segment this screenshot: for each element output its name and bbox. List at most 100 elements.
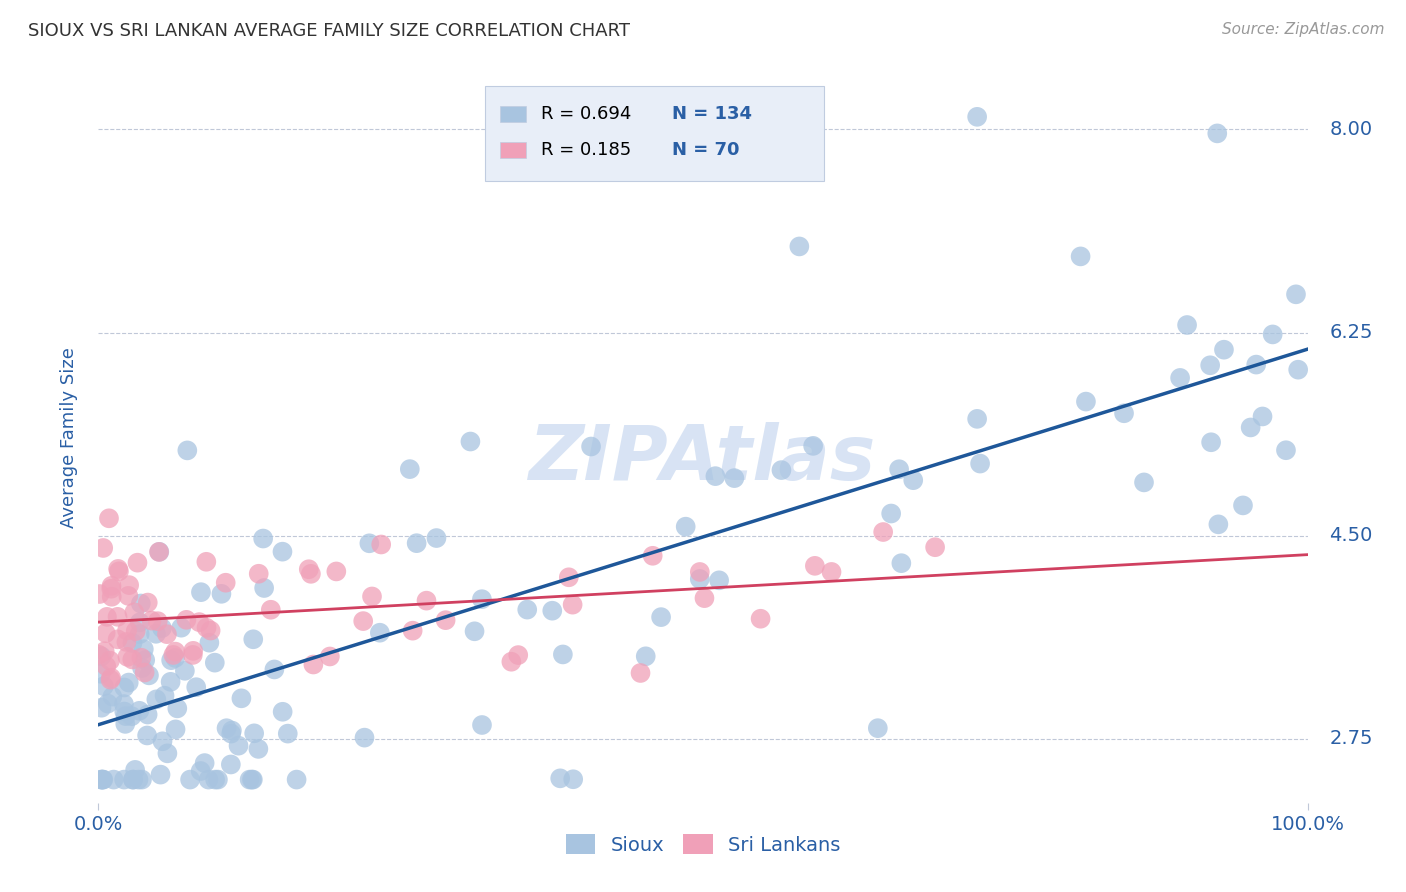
Y-axis label: Average Family Size: Average Family Size (59, 347, 77, 527)
Point (770, 463, 793, 477)
Point (890, 556, 912, 570)
Point (240, 772, 263, 787)
Point (368, 625, 391, 640)
Point (471, 718, 494, 732)
Text: R = 0.185: R = 0.185 (541, 141, 631, 160)
Point (723, 471, 745, 485)
Point (190, 585, 212, 599)
Point (131, 650, 153, 665)
Point (153, 689, 176, 703)
Point (541, 604, 564, 618)
Point (215, 721, 238, 735)
Point (118, 675, 141, 690)
Point (118, 578, 141, 592)
Point (398, 462, 420, 476)
Point (91, 541, 114, 555)
Point (299, 566, 322, 581)
Point (231, 691, 253, 706)
Point (471, 592, 494, 607)
Point (112, 697, 135, 711)
Point (219, 757, 242, 772)
Point (121, 652, 143, 666)
Point (148, 545, 170, 559)
Point (195, 555, 218, 569)
Point (121, 709, 143, 723)
Point (1275, 443, 1298, 458)
Text: 8.00: 8.00 (1329, 120, 1372, 139)
Point (108, 565, 131, 579)
Point (247, 742, 270, 756)
Text: Source: ZipAtlas.com: Source: ZipAtlas.com (1222, 22, 1385, 37)
Point (634, 649, 657, 664)
Point (195, 621, 218, 635)
Point (112, 681, 135, 695)
Point (1074, 394, 1097, 409)
Point (112, 772, 135, 787)
Point (252, 532, 274, 546)
Point (298, 562, 321, 576)
Point (402, 624, 425, 638)
Point (115, 635, 138, 649)
Point (107, 609, 129, 624)
Point (271, 705, 294, 719)
Point (1251, 409, 1274, 424)
Point (353, 731, 375, 745)
Point (124, 763, 146, 777)
Point (125, 624, 148, 639)
Point (966, 412, 988, 426)
Point (136, 729, 159, 743)
Point (1112, 406, 1135, 420)
Point (114, 717, 136, 731)
Point (181, 648, 204, 662)
Point (263, 662, 285, 676)
Point (165, 651, 187, 665)
Point (136, 596, 159, 610)
Text: N = 134: N = 134 (672, 104, 752, 123)
Point (107, 562, 129, 576)
Point (114, 709, 136, 723)
Point (880, 507, 903, 521)
Point (134, 653, 156, 667)
Point (100, 582, 122, 596)
Point (689, 565, 711, 579)
FancyBboxPatch shape (485, 86, 824, 181)
Point (93, 679, 115, 693)
Point (579, 440, 602, 454)
Point (243, 726, 266, 740)
Point (1070, 249, 1092, 263)
Point (200, 624, 222, 638)
Text: SIOUX VS SRI LANKAN AVERAGE FAMILY SIZE CORRELATION CHART: SIOUX VS SRI LANKAN AVERAGE FAMILY SIZE … (28, 22, 630, 40)
Point (98, 654, 121, 668)
Point (352, 614, 374, 628)
Point (1208, 517, 1230, 532)
Point (562, 772, 585, 787)
Point (415, 593, 437, 607)
Point (90, 666, 112, 681)
Point (122, 772, 145, 787)
Point (138, 668, 160, 682)
Point (90, 772, 112, 787)
Point (285, 772, 308, 787)
Point (704, 469, 727, 483)
Point (194, 756, 217, 770)
Point (239, 772, 262, 787)
Point (1206, 127, 1229, 141)
Point (165, 645, 187, 659)
Point (641, 549, 664, 563)
Point (405, 536, 427, 550)
Point (247, 566, 270, 581)
Point (90, 700, 112, 714)
Point (302, 657, 325, 672)
Point (150, 621, 173, 635)
Point (1199, 358, 1222, 372)
Text: R = 0.694: R = 0.694 (541, 104, 631, 123)
Legend: Sioux, Sri Lankans: Sioux, Sri Lankans (558, 827, 848, 863)
Point (508, 648, 530, 662)
Point (190, 764, 212, 778)
Point (131, 772, 153, 787)
Point (650, 610, 672, 624)
Point (176, 613, 198, 627)
Point (359, 536, 381, 550)
Point (101, 690, 124, 704)
Point (1285, 287, 1308, 301)
